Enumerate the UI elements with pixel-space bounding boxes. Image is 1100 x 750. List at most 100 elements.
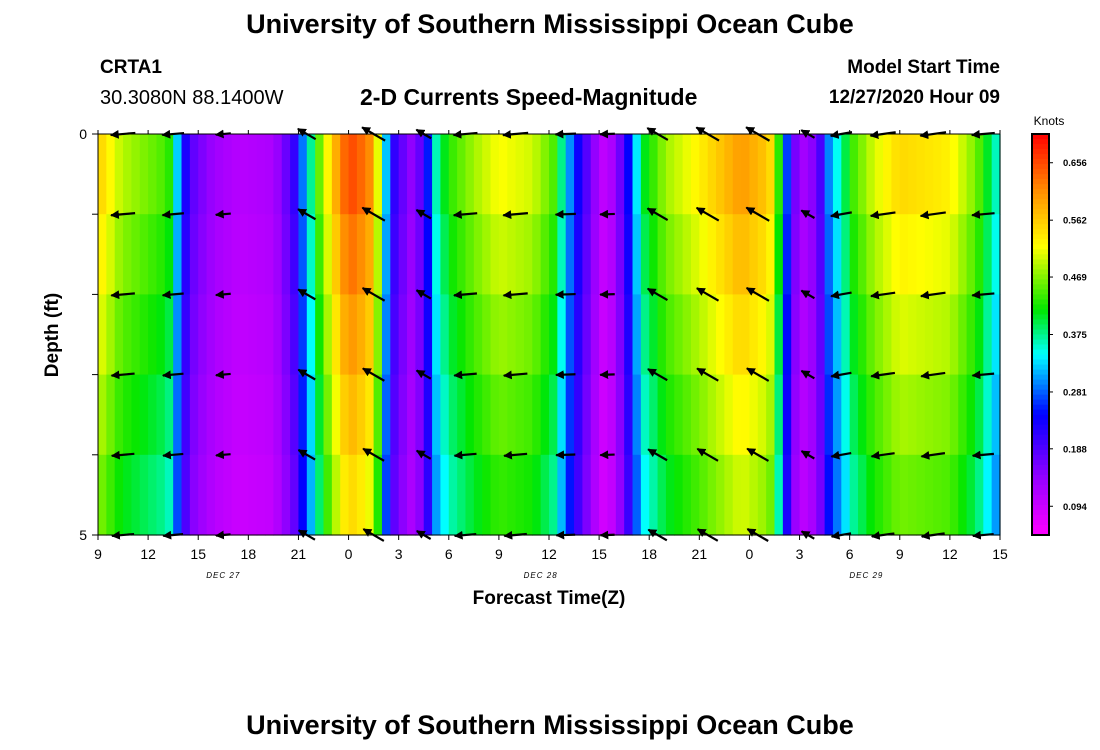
heatmap-cell xyxy=(933,294,943,376)
heatmap-cell xyxy=(448,214,458,295)
colorbar-segment xyxy=(1032,379,1049,386)
heatmap-cell xyxy=(407,134,416,215)
heatmap-cell xyxy=(582,134,592,215)
current-vector xyxy=(800,209,816,219)
heatmap-cell xyxy=(899,454,909,536)
heatmap-cell xyxy=(239,294,249,376)
colorbar-segment xyxy=(1032,149,1049,155)
heatmap-cell xyxy=(799,294,809,376)
heatmap-cell xyxy=(807,374,817,456)
heatmap-cell xyxy=(983,134,993,215)
heatmap-cell xyxy=(958,374,968,456)
heatmap-cell xyxy=(949,214,959,295)
colorbar-segment xyxy=(1032,484,1049,491)
heatmap-cell xyxy=(139,374,149,456)
colorbar-segment xyxy=(1032,219,1049,225)
heatmap-cell xyxy=(682,214,692,295)
current-vector xyxy=(920,370,946,380)
heatmap-cell xyxy=(440,294,450,376)
heatmap-cell xyxy=(248,214,258,295)
heatmap-cell xyxy=(106,374,116,456)
colorbar-segment xyxy=(1032,474,1049,481)
heatmap-cell xyxy=(114,214,124,295)
heatmap-cell xyxy=(415,214,425,295)
heatmap-cell xyxy=(381,294,391,376)
heatmap-cell xyxy=(891,374,901,456)
heatmap-cell xyxy=(281,294,291,376)
current-vector xyxy=(829,210,852,220)
heatmap-cell xyxy=(766,294,776,376)
heatmap-cell xyxy=(164,374,174,456)
colorbar-segment xyxy=(1032,394,1049,401)
x-tick-label: 15 xyxy=(992,546,1008,562)
heatmap-cell xyxy=(507,134,517,215)
heatmap-cell xyxy=(958,214,968,295)
heatmap-cell xyxy=(340,374,350,456)
heatmap-cell xyxy=(173,214,183,295)
heatmap-cell xyxy=(807,294,817,376)
heatmap-cell xyxy=(315,454,325,536)
heatmap-cell xyxy=(440,454,450,536)
heatmap-cell xyxy=(356,294,366,376)
heatmap-cell xyxy=(774,454,784,536)
heatmap-cell xyxy=(674,134,684,215)
heatmap-cell xyxy=(298,454,308,536)
heatmap-cell xyxy=(123,454,133,536)
heatmap-cell xyxy=(273,294,283,376)
heatmap-cell xyxy=(974,134,984,215)
current-vector xyxy=(297,368,316,381)
heatmap-cell xyxy=(774,374,784,456)
heatmap-cell xyxy=(306,454,316,536)
heatmap-cell xyxy=(473,134,483,215)
colorbar-segment xyxy=(1032,489,1049,496)
heatmap-cell xyxy=(198,374,208,456)
heatmap-cell xyxy=(139,454,149,536)
heatmap-cell xyxy=(774,214,784,295)
current-vector xyxy=(214,209,231,219)
heatmap-cell xyxy=(874,214,884,295)
heatmap-cell xyxy=(807,454,817,536)
heatmap-cell xyxy=(265,134,274,215)
heatmap-cell xyxy=(106,454,116,536)
colorbar-segment xyxy=(1032,289,1049,295)
heatmap-cell xyxy=(924,294,934,376)
heatmap-cell xyxy=(974,374,984,456)
heatmap-cell xyxy=(707,454,717,536)
heatmap-cell xyxy=(315,374,325,456)
heatmap-cell xyxy=(991,134,1001,215)
heatmap-cell xyxy=(423,374,433,456)
heatmap-cell xyxy=(398,214,408,295)
heatmap-cell xyxy=(248,454,258,536)
heatmap-cell xyxy=(423,294,433,376)
heatmap-cell xyxy=(365,134,375,215)
heatmap-cell xyxy=(223,134,233,215)
heatmap-cell xyxy=(532,294,542,376)
colorbar-segment xyxy=(1032,419,1049,426)
heatmap-cell xyxy=(540,374,550,456)
heatmap-cell xyxy=(348,454,358,536)
heatmap-cell xyxy=(348,374,358,456)
heatmap-cell xyxy=(832,294,842,376)
heatmap-cell xyxy=(540,214,550,295)
heatmap-cell xyxy=(991,294,1001,376)
heatmap-cell xyxy=(198,454,208,536)
current-vector xyxy=(452,210,478,219)
heatmap-cell xyxy=(156,294,166,376)
heatmap-cell xyxy=(799,214,809,295)
heatmap-cell xyxy=(415,134,425,215)
heatmap-cell xyxy=(148,374,158,456)
colorbar-segment xyxy=(1032,204,1049,210)
heatmap-cell xyxy=(340,294,350,376)
heatmap-cell xyxy=(256,374,266,456)
y-tick-label: 0 xyxy=(79,126,87,142)
heatmap-cell xyxy=(306,294,316,376)
heatmap-cell xyxy=(381,454,391,536)
heatmap-cell xyxy=(615,454,625,536)
heatmap-cell xyxy=(966,134,976,215)
heatmap-cell xyxy=(665,294,675,376)
colorbar: 0.094 0.188 0.281 0.375 0.469 0.562 0.656 xyxy=(1031,133,1087,536)
heatmap-cell xyxy=(674,374,684,456)
heatmap-cell xyxy=(381,134,391,215)
heatmap-cell xyxy=(214,374,224,456)
heatmap-cell xyxy=(607,454,617,536)
